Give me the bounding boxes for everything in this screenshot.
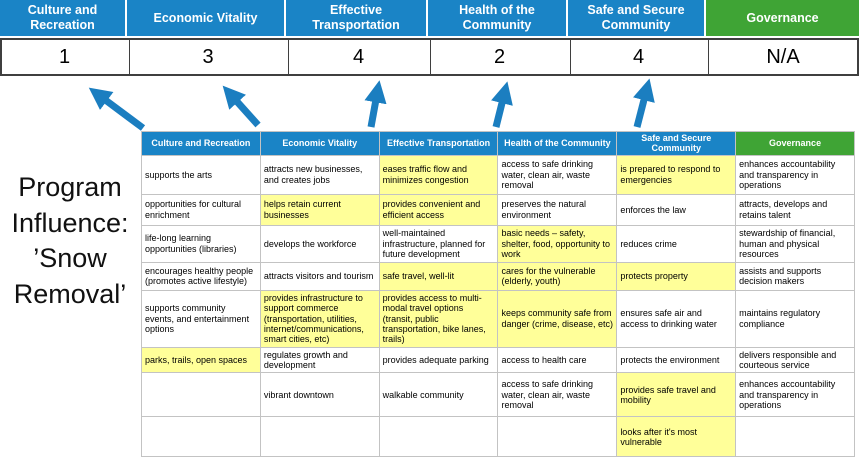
influence-matrix-table: Culture and Recreation Economic Vitality E… xyxy=(141,131,855,458)
matrix-cell: protects property xyxy=(616,261,737,291)
matrix-cell: enforces the law xyxy=(616,193,737,226)
matrix-cell: maintains regulatory compliance xyxy=(735,289,855,348)
matrix-cell: supports community events, and entertain… xyxy=(141,289,261,348)
matrix-cell: attracts, develops and retains talent xyxy=(735,193,855,226)
matrix-header-effective-transportation: Effective Transportation xyxy=(378,131,499,156)
matrix-row-6: parks, trails, open spaces regulates grow… xyxy=(141,346,855,374)
summary-score-health-of-the-community: 2 xyxy=(430,40,568,74)
score-arrow-safe xyxy=(633,78,655,128)
summary-score-culture-and-recreation: 1 xyxy=(58,45,71,68)
matrix-cell: reduces crime xyxy=(616,224,737,263)
matrix-cell: enhances accountability and transparency… xyxy=(735,372,855,418)
matrix-body: supports the arts attracts new businesses… xyxy=(141,154,855,458)
matrix-cell-empty xyxy=(735,416,855,458)
summary-header-governance: Governance xyxy=(706,0,859,36)
matrix-header-row: Culture and Recreation Economic Vitality E… xyxy=(141,131,855,156)
matrix-cell: delivers responsible and courteous servi… xyxy=(735,346,855,374)
matrix-cell: life-long learning opportunities (librar… xyxy=(141,224,261,263)
matrix-cell: develops the workforce xyxy=(259,224,380,263)
matrix-cell-empty xyxy=(378,416,499,458)
summary-header-economic-vitality: Economic Vitality xyxy=(127,0,284,36)
summary-score-governance: N/A xyxy=(708,40,857,74)
matrix-header-governance: Governance xyxy=(735,131,855,156)
matrix-header-economic-vitality: Economic Vitality xyxy=(259,131,380,156)
summary-header-health-of-the-community: Health of the Community xyxy=(428,0,566,36)
matrix-cell: protects the environment xyxy=(616,346,737,374)
matrix-row-8: looks after it's most vulnerable xyxy=(141,416,855,458)
matrix-cell: attracts new businesses, and creates job… xyxy=(259,154,380,195)
matrix-cell: opportunities for cultural enrichment xyxy=(141,193,261,226)
matrix-cell: access to safe drinking water, clean air… xyxy=(497,154,618,195)
matrix-cell: provides convenient and efficient access xyxy=(378,193,499,226)
matrix-cell-empty xyxy=(141,372,261,418)
summary-header-effective-transportation: Effective Transportation xyxy=(286,0,426,36)
matrix-header-culture-and-recreation: Culture and Recreation xyxy=(141,131,261,156)
score-arrow-health xyxy=(491,81,513,128)
summary-header-row: Culture and Recreation Economic Vitality E… xyxy=(0,0,859,36)
summary-score-economic-vitality: 3 xyxy=(129,40,286,74)
summary-header-safe-and-secure-community: Safe and Secure Community xyxy=(568,0,704,36)
matrix-cell: keeps community safe from danger (crime,… xyxy=(497,289,618,348)
matrix-header-health-of-the-community: Health of the Community xyxy=(497,131,618,156)
matrix-cell: enhances accountability and transparency… xyxy=(735,154,855,195)
matrix-cell: walkable community xyxy=(378,372,499,418)
matrix-row-5: supports community events, and entertain… xyxy=(141,289,855,348)
matrix-cell: helps retain current businesses xyxy=(259,193,380,226)
program-influence-label: Program Influence: ’Snow Removal’ xyxy=(11,172,129,309)
summary-score-effective-transportation: 4 xyxy=(288,40,428,74)
matrix-cell: access to safe drinking water, clean air… xyxy=(497,372,618,418)
matrix-row-3: life-long learning opportunities (librar… xyxy=(141,224,855,263)
matrix-row-4: encourages healthy people (promotes acti… xyxy=(141,261,855,291)
matrix-cell: ensures safe air and access to drinking … xyxy=(616,289,737,348)
matrix-row-2: opportunities for cultural enrichment hel… xyxy=(141,193,855,226)
score-arrow-culture xyxy=(88,87,146,131)
matrix-cell: attracts visitors and tourism xyxy=(259,261,380,291)
matrix-cell: eases traffic flow and minimizes congest… xyxy=(378,154,499,195)
matrix-cell: stewardship of financial, human and phys… xyxy=(735,224,855,263)
matrix-cell: cares for the vulnerable (elderly, youth… xyxy=(497,261,618,291)
matrix-cell: supports the arts xyxy=(141,154,261,195)
summary-score-row: 1 3 4 2 4 N/A xyxy=(0,38,859,76)
matrix-cell-empty xyxy=(141,416,261,458)
matrix-cell: well-maintained infrastructure, planned … xyxy=(378,224,499,263)
matrix-cell: is prepared to respond to emergencies xyxy=(616,154,737,195)
matrix-cell: assists and supports decision makers xyxy=(735,261,855,291)
matrix-row-7: vibrant downtown walkable community access… xyxy=(141,372,855,418)
score-arrow-economic xyxy=(222,85,261,128)
matrix-cell: basic needs – safety, shelter, food, opp… xyxy=(497,224,618,263)
matrix-cell: regulates growth and development xyxy=(259,346,380,374)
matrix-cell: encourages healthy people (promotes acti… xyxy=(141,261,261,291)
matrix-cell: looks after it's most vulnerable xyxy=(616,416,737,458)
summary-score-safe-and-secure-community: 4 xyxy=(570,40,706,74)
matrix-cell-empty xyxy=(497,416,618,458)
matrix-cell: parks, trails, open spaces xyxy=(141,346,261,374)
matrix-cell: access to health care xyxy=(497,346,618,374)
summary-header-culture-and-recreation: Culture and Recreation xyxy=(0,0,125,36)
matrix-cell: provides adequate parking xyxy=(378,346,499,374)
score-arrow-transportation xyxy=(364,80,387,128)
matrix-cell: safe travel, well-lit xyxy=(378,261,499,291)
matrix-header-safe-and-secure-community: Safe and Secure Community xyxy=(616,131,737,156)
matrix-cell-empty xyxy=(259,416,380,458)
matrix-row-1: supports the arts attracts new businesses… xyxy=(141,154,855,195)
matrix-cell: vibrant downtown xyxy=(259,372,380,418)
matrix-cell: preserves the natural environment xyxy=(497,193,618,226)
matrix-cell: provides access to multi-modal travel op… xyxy=(378,289,499,348)
matrix-cell: provides safe travel and mobility xyxy=(616,372,737,418)
matrix-cell: provides infrastructure to support comme… xyxy=(259,289,380,348)
